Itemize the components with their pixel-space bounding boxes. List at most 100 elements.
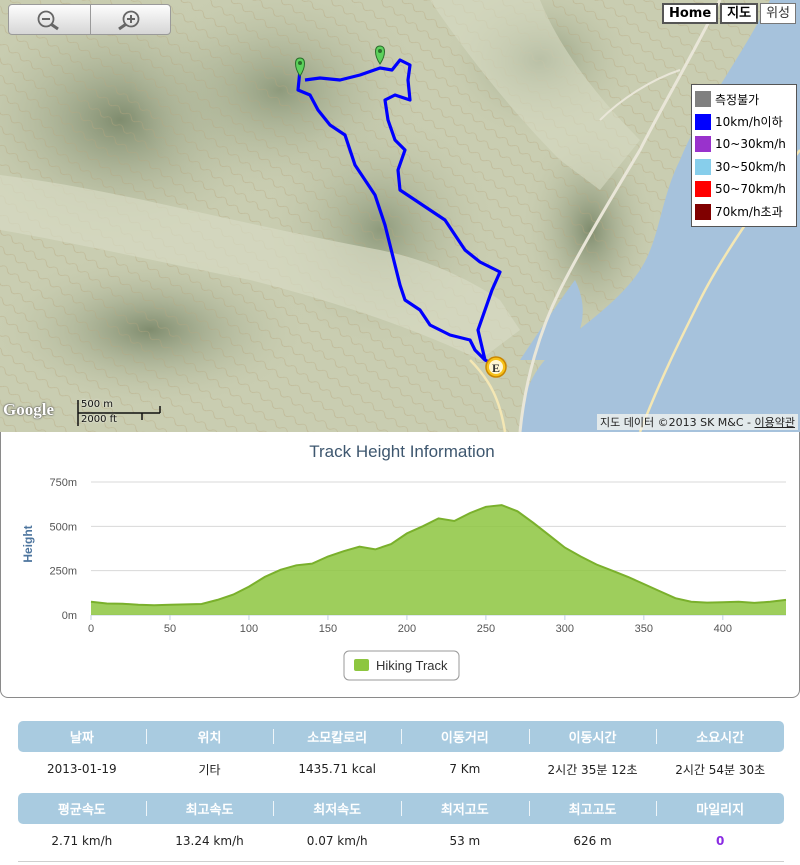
header-min-altitude: 최저고도 bbox=[401, 793, 529, 824]
hiking-track-line bbox=[296, 58, 502, 367]
legend-swatch bbox=[695, 113, 711, 130]
legend-swatch bbox=[695, 91, 711, 108]
stats-table-1: 날짜 위치 소모칼로리 이동거리 이동시간 소요시간 2013-01-19 기타… bbox=[18, 721, 784, 786]
header-location: 위치 bbox=[145, 721, 274, 752]
value-max-altitude: 626 m bbox=[573, 834, 612, 848]
x-tick-label: 250 bbox=[477, 623, 495, 635]
header-distance: 이동거리 bbox=[401, 721, 529, 752]
stats-table-2: 평균속도 최고속도 최저속도 최저고도 최고고도 마일리지 2.71 km/h … bbox=[18, 793, 784, 858]
x-tick-label: 400 bbox=[714, 623, 732, 635]
stats-header-row-2: 평균속도 최고속도 최저속도 최저고도 최고고도 마일리지 bbox=[18, 793, 784, 824]
legend-row: 50~70km/h bbox=[695, 178, 793, 201]
map-scale: 500 m 2000 ft bbox=[76, 398, 162, 428]
legend-row: 측정불가 bbox=[695, 88, 793, 111]
value-mileage[interactable]: 0 bbox=[716, 834, 725, 848]
map-type-map-button[interactable]: 지도 bbox=[720, 3, 759, 24]
y-tick-label: 0m bbox=[62, 610, 77, 622]
y-axis-ticks: 0m 250m 500m 750m bbox=[49, 477, 77, 622]
scale-bar-icon bbox=[77, 400, 161, 426]
value-calories: 1435.71 kcal bbox=[298, 762, 377, 776]
header-max-speed: 최고속도 bbox=[145, 793, 274, 824]
value-moving-time: 2시간 35분 12초 bbox=[547, 762, 638, 777]
legend-series-label: Hiking Track bbox=[376, 658, 448, 673]
legend-label: 50~70km/h bbox=[715, 182, 786, 197]
legend-row: 30~50km/h bbox=[695, 156, 793, 179]
y-tick-label: 500m bbox=[49, 521, 77, 533]
y-tick-label: 750m bbox=[49, 477, 77, 489]
header-date: 날짜 bbox=[69, 731, 94, 746]
legend-row: 10km/h이하 bbox=[695, 111, 793, 134]
legend-row: 10~30km/h bbox=[695, 133, 793, 156]
legend-swatch bbox=[695, 158, 711, 175]
height-series-line[interactable] bbox=[90, 504, 787, 607]
start-marker-pin[interactable] bbox=[295, 57, 305, 77]
x-tick-label: 0 bbox=[88, 623, 94, 635]
chart-legend[interactable]: Hiking Track bbox=[343, 650, 460, 681]
zoom-control bbox=[8, 4, 171, 35]
x-tick-label: 50 bbox=[164, 623, 176, 635]
scale-meters-label: 500 m bbox=[81, 399, 114, 410]
header-min-speed: 최저속도 bbox=[273, 793, 401, 824]
route-map[interactable]: E Home 지도 위성 측정불가 10km/h이하 10~30km/h bbox=[0, 0, 800, 432]
y-tick-label: 250m bbox=[49, 566, 77, 578]
zoom-in-button[interactable] bbox=[89, 5, 171, 34]
header-max-altitude: 최고고도 bbox=[528, 793, 657, 824]
zoom-out-icon bbox=[37, 10, 60, 30]
x-tick-label: 150 bbox=[319, 623, 337, 635]
chart-series-area bbox=[90, 504, 787, 615]
legend-swatch bbox=[695, 203, 711, 220]
value-min-altitude: 53 m bbox=[449, 834, 481, 848]
stats-value-row-2: 2.71 km/h 13.24 km/h 0.07 km/h 53 m 626 … bbox=[18, 824, 784, 858]
value-date: 2013-01-19 bbox=[46, 762, 117, 776]
terms-of-use-link[interactable]: 이용약관 bbox=[754, 416, 795, 429]
header-total-time: 소요시간 bbox=[656, 721, 784, 752]
value-location: 기타 bbox=[198, 762, 221, 777]
zoom-out-button[interactable] bbox=[9, 5, 90, 34]
stats-header-row-1: 날짜 위치 소모칼로리 이동거리 이동시간 소요시간 bbox=[18, 721, 784, 752]
x-tick-label: 350 bbox=[635, 623, 653, 635]
chart-title: Track Height Information bbox=[309, 442, 495, 461]
height-area-fill[interactable] bbox=[91, 505, 786, 615]
header-mileage: 마일리지 bbox=[656, 793, 784, 824]
map-type-home-button[interactable]: Home bbox=[661, 3, 719, 24]
map-attribution: 지도 데이터 ©2013 SK M&C - 이용약관 bbox=[597, 414, 798, 430]
speed-legend: 측정불가 10km/h이하 10~30km/h 30~50km/h 50~70k… bbox=[691, 84, 797, 227]
zoom-in-icon bbox=[118, 10, 140, 30]
legend-row: 70km/h초과 bbox=[695, 201, 793, 224]
stats-value-row-1: 2013-01-19 기타 1435.71 kcal 7 Km 2시간 35분 … bbox=[18, 752, 784, 786]
value-min-speed: 0.07 km/h bbox=[306, 834, 368, 848]
map-type-satellite-button[interactable]: 위성 bbox=[760, 3, 796, 24]
header-calories: 소모칼로리 bbox=[273, 721, 401, 752]
value-total-time: 2시간 54분 30초 bbox=[675, 762, 766, 777]
x-axis-ticks: 0 50 100 150 200 250 300 350 400 bbox=[88, 615, 732, 635]
legend-label: 70km/h초과 bbox=[715, 205, 783, 220]
legend-swatch bbox=[695, 136, 711, 153]
map-type-controls: Home 지도 위성 bbox=[661, 3, 796, 24]
legend-series-swatch bbox=[354, 659, 369, 671]
track-stats: 날짜 위치 소모칼로리 이동거리 이동시간 소요시간 2013-01-19 기타… bbox=[0, 698, 800, 865]
x-tick-label: 300 bbox=[556, 623, 574, 635]
legend-swatch bbox=[695, 181, 711, 198]
stats-bottom-divider bbox=[18, 861, 784, 862]
attribution-text: 지도 데이터 ©2013 SK M&C - bbox=[600, 416, 755, 429]
terrain-map-layer[interactable]: E bbox=[0, 0, 800, 432]
header-moving-time: 이동시간 bbox=[528, 721, 657, 752]
value-distance: 7 Km bbox=[449, 762, 481, 776]
value-max-speed: 13.24 km/h bbox=[175, 834, 244, 848]
legend-label: 10~30km/h bbox=[715, 137, 786, 152]
height-chart: Track Height Information Height 0m 250m 50… bbox=[21, 442, 787, 681]
x-tick-label: 100 bbox=[240, 623, 258, 635]
header-avg-speed: 평균속도 bbox=[57, 803, 106, 818]
height-chart-panel: Track Height Information Height 0m 250m 50… bbox=[0, 432, 800, 698]
legend-label: 10km/h이하 bbox=[715, 115, 783, 130]
google-logo[interactable]: Google bbox=[3, 400, 54, 419]
waypoint-marker-pin[interactable] bbox=[375, 45, 385, 65]
x-tick-label: 200 bbox=[398, 623, 416, 635]
end-marker-label: E bbox=[492, 361, 500, 375]
scale-feet-label: 2000 ft bbox=[81, 414, 117, 425]
y-axis-label: Height bbox=[21, 525, 35, 562]
end-marker[interactable]: E bbox=[485, 356, 507, 378]
legend-label: 측정불가 bbox=[715, 92, 760, 107]
value-avg-speed: 2.71 km/h bbox=[51, 834, 113, 848]
legend-label: 30~50km/h bbox=[715, 159, 786, 174]
